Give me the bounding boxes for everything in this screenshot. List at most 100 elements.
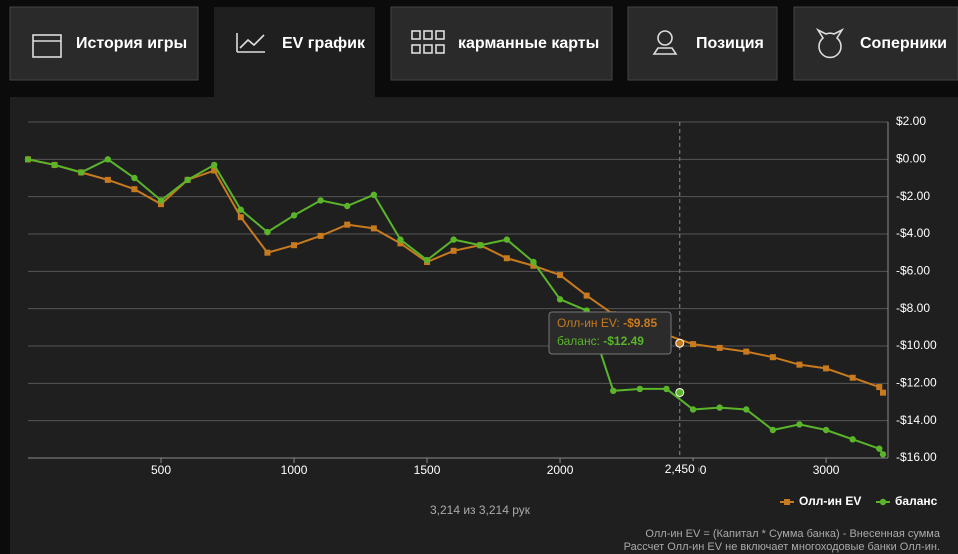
point	[290, 212, 298, 219]
point	[530, 262, 537, 269]
tab-box[interactable]	[793, 6, 958, 81]
point	[743, 348, 750, 355]
point	[880, 389, 886, 396]
point	[503, 236, 511, 243]
point	[370, 191, 378, 198]
y-tick-label: -$8.00	[896, 301, 930, 315]
legend-label: Олл-ин EV	[799, 494, 861, 508]
series-line	[27, 158, 884, 455]
point	[822, 426, 830, 434]
hand-count: 3,214 из 3,214 рук	[430, 503, 531, 517]
point	[157, 197, 165, 204]
point	[690, 341, 697, 348]
tab[interactable]: EV график	[214, 7, 375, 97]
point	[663, 385, 670, 393]
tab-box[interactable]	[390, 6, 613, 81]
tooltip-line: баланс: -$12.49	[557, 334, 644, 348]
tab[interactable]: Соперники	[793, 6, 958, 81]
y-tick-label: -$16.00	[896, 450, 937, 464]
point	[689, 406, 697, 413]
tab-label[interactable]: Соперники	[860, 35, 947, 52]
y-tick-label: -$14.00	[896, 413, 937, 427]
tab-label[interactable]: EV график	[282, 35, 366, 52]
tab-icon	[411, 30, 445, 54]
tab-icon	[815, 28, 845, 59]
point	[131, 186, 138, 193]
y-tick-label: $0.00	[896, 152, 926, 166]
tooltip-box	[548, 311, 672, 355]
point	[743, 406, 750, 413]
hover-point	[675, 387, 685, 397]
tab-label[interactable]: Позиция	[696, 35, 764, 52]
note: Рассчет Олл-ин EV не включает многоходов…	[624, 541, 940, 553]
tab-box[interactable]	[627, 6, 778, 81]
point	[397, 240, 404, 247]
x-tick-label: 3000	[813, 463, 840, 477]
legend-marker	[784, 499, 790, 505]
point	[51, 161, 58, 169]
point	[716, 344, 723, 351]
x-tick-label: 2000	[547, 463, 574, 477]
tooltip-label: баланс:	[557, 334, 603, 348]
point	[876, 445, 883, 452]
point	[131, 174, 138, 182]
tooltip-line: Олл-ин EV: -$9.85	[557, 316, 657, 330]
point	[104, 176, 111, 183]
tooltip-label: Олл-ин EV:	[557, 316, 623, 330]
point	[796, 361, 803, 368]
point	[211, 167, 218, 174]
point	[876, 384, 883, 391]
point	[556, 296, 564, 303]
point	[769, 354, 776, 361]
point	[450, 247, 457, 254]
x-tick-label: 500	[151, 463, 171, 477]
point	[158, 201, 165, 208]
point	[344, 221, 351, 228]
tab[interactable]: карманные карты	[390, 6, 613, 81]
point	[317, 197, 324, 204]
point	[264, 228, 271, 236]
tab-label[interactable]: карманные карты	[458, 35, 599, 52]
point	[716, 404, 723, 411]
point	[557, 272, 564, 279]
point	[796, 421, 803, 428]
point	[397, 236, 404, 243]
tab-icon	[652, 47, 678, 55]
point	[503, 255, 510, 262]
point	[879, 451, 887, 458]
y-tick-label: -$12.00	[896, 376, 937, 390]
y-tick-label: -$10.00	[896, 338, 937, 352]
series-line	[27, 158, 884, 394]
tab[interactable]: Позиция	[627, 6, 778, 81]
tab-label[interactable]: История игры	[76, 35, 187, 52]
point	[78, 169, 85, 176]
tooltip-value: -$9.85	[623, 316, 657, 330]
hover-point	[675, 338, 685, 348]
crosshair-label-box	[660, 461, 699, 479]
tab-icon	[239, 34, 265, 49]
point	[237, 214, 244, 221]
point	[344, 202, 351, 210]
y-tick-label: $2.00	[896, 114, 926, 128]
panel	[10, 97, 958, 554]
point	[823, 365, 830, 372]
point	[583, 292, 590, 299]
tab-icon	[657, 30, 673, 46]
x-tick-label: 1000	[281, 463, 308, 477]
point	[849, 436, 856, 443]
tab[interactable]: История игры	[9, 6, 199, 81]
point	[769, 426, 777, 434]
tab-box[interactable]	[9, 6, 199, 81]
point	[264, 249, 271, 256]
y-tick-label: -$6.00	[896, 264, 930, 278]
legend-marker	[879, 498, 887, 506]
point	[849, 374, 856, 381]
point	[237, 206, 245, 213]
point	[423, 256, 431, 264]
point	[610, 387, 617, 394]
point	[184, 176, 191, 184]
legend-label: баланс	[895, 494, 938, 508]
y-tick-label: -$2.00	[896, 189, 930, 203]
point	[530, 258, 537, 266]
